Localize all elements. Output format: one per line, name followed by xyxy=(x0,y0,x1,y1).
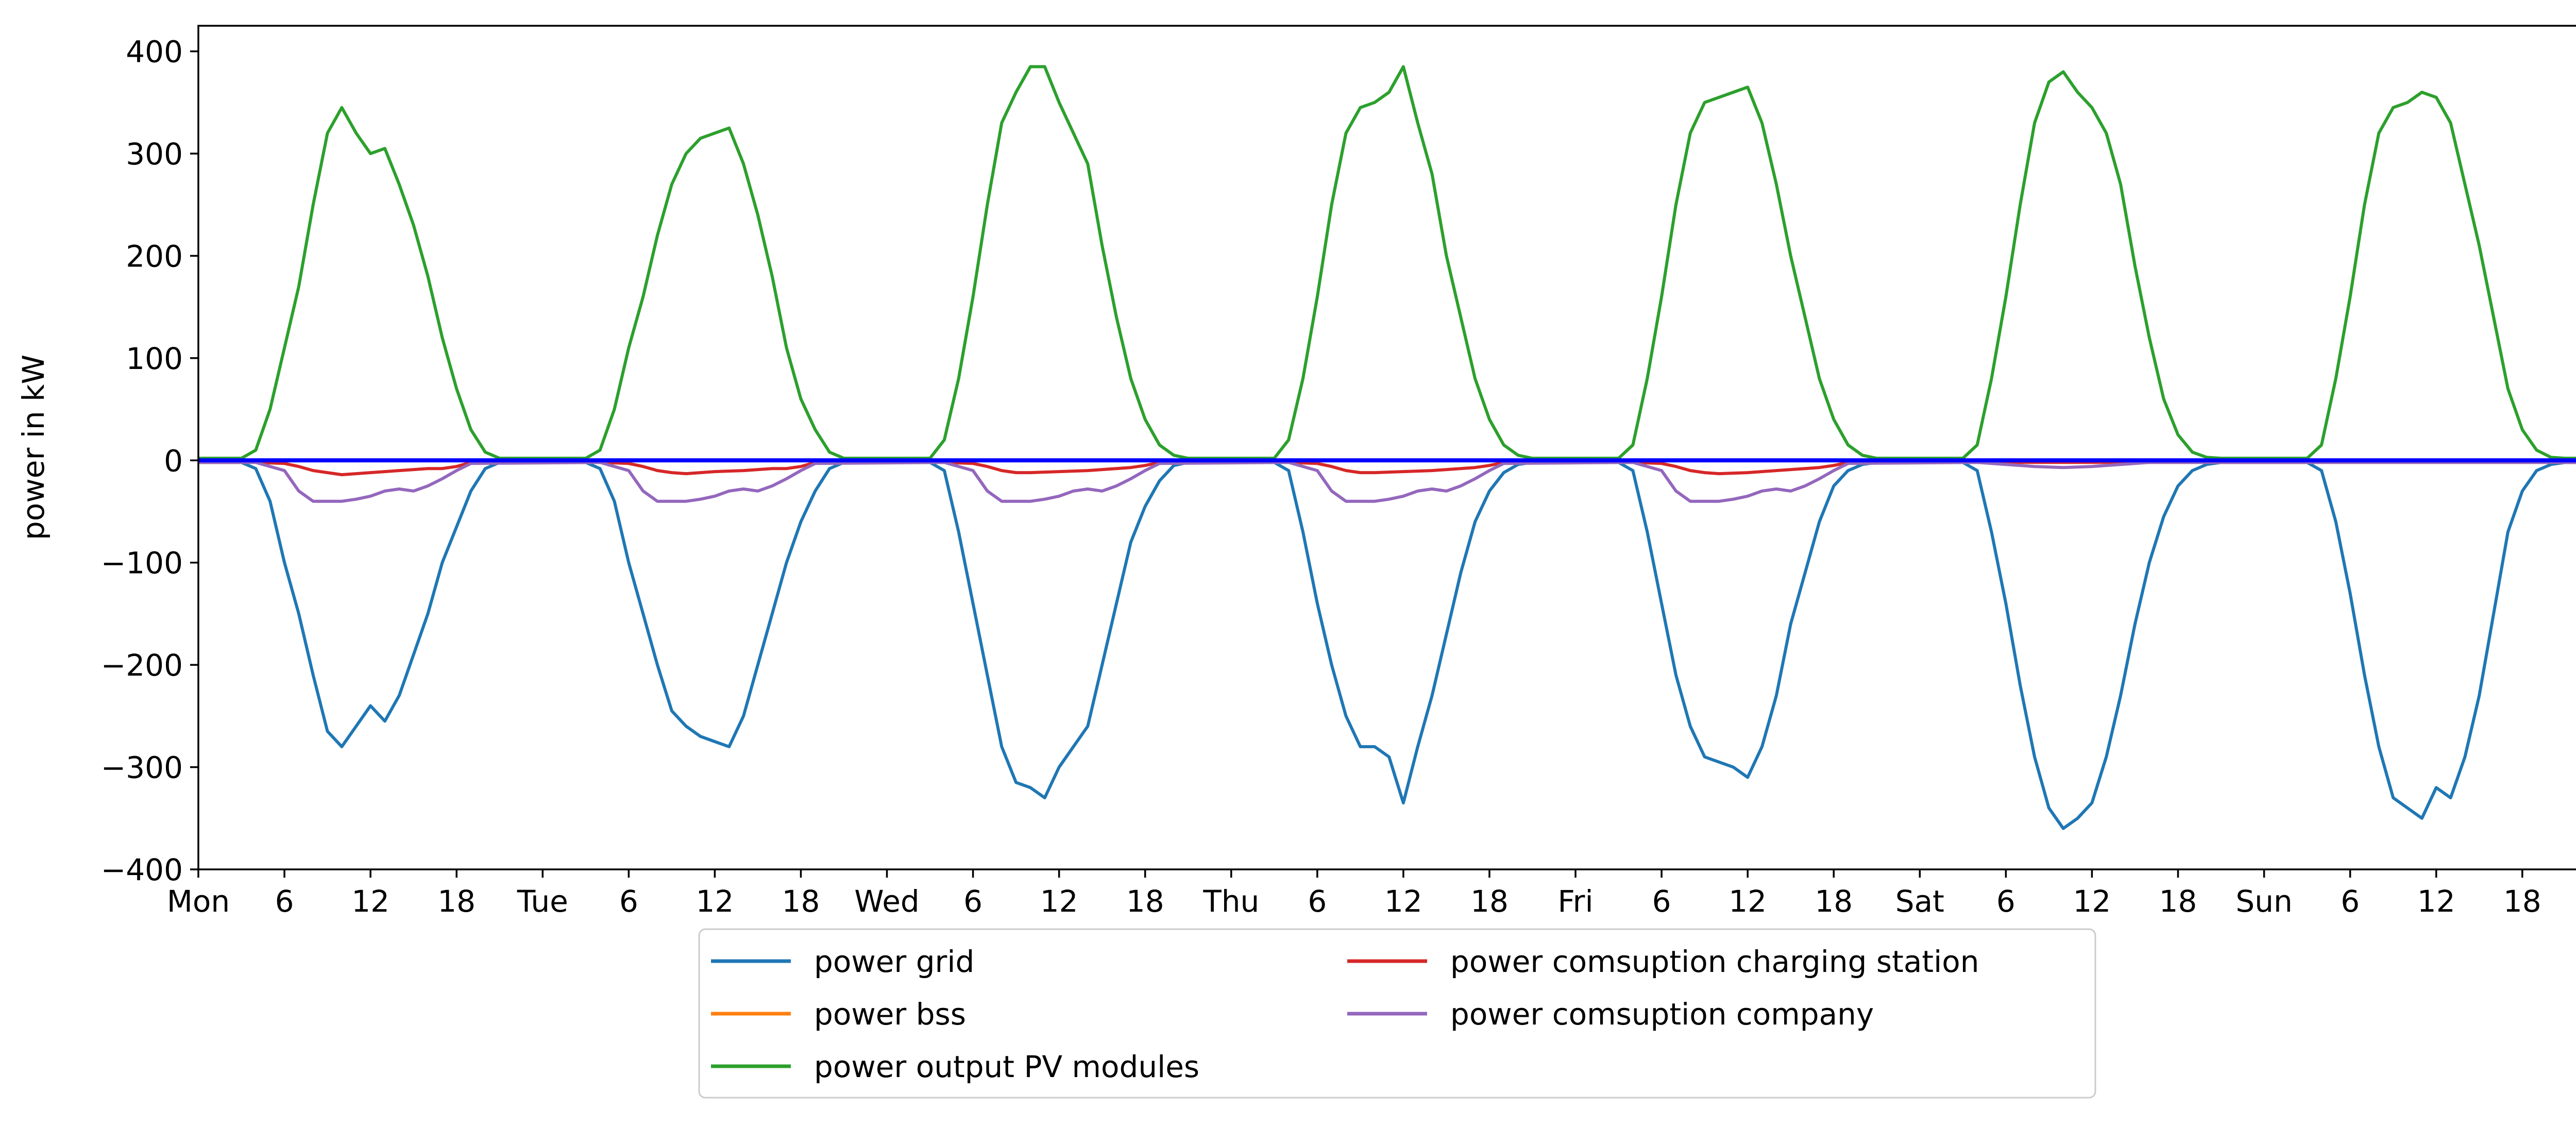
series-power-grid-line xyxy=(198,461,2576,830)
axes-frame xyxy=(197,25,2576,870)
x-tick-label: Sun xyxy=(2235,884,2292,919)
legend-item-company-consumption: power comsuption company xyxy=(1347,997,1874,1032)
x-tick-label: 18 xyxy=(782,884,820,919)
x-tick-label: 6 xyxy=(1308,884,1327,919)
x-tick-label: Wed xyxy=(854,884,919,919)
x-tick-label: 12 xyxy=(1728,884,1767,919)
x-tick-label: 12 xyxy=(351,884,389,919)
x-tick-label: Fri xyxy=(1557,884,1593,919)
y-tick-label: 100 xyxy=(126,341,183,376)
legend-item-pv-output: power output PV modules xyxy=(711,1049,1199,1084)
legend-label: power comsuption charging station xyxy=(1450,944,1979,979)
x-tick-label: 12 xyxy=(1384,884,1422,919)
x-tick-label: 18 xyxy=(1815,884,1853,919)
x-tick-label: 6 xyxy=(619,884,638,919)
legend-label: power grid xyxy=(814,944,974,979)
plot-series-layer xyxy=(198,65,2576,830)
series-charging-station-line xyxy=(198,461,2576,477)
x-tick-label: 18 xyxy=(1470,884,1509,919)
y-tick-label: −200 xyxy=(101,648,183,683)
x-tick-label: 12 xyxy=(1040,884,1078,919)
x-tick-label: 6 xyxy=(275,884,294,919)
y-axis-label: power in kW xyxy=(16,355,51,540)
x-tick-label: Sat xyxy=(1895,884,1944,919)
y-tick-label: 400 xyxy=(126,35,183,70)
y-tick-label: −100 xyxy=(101,546,183,581)
series-pv-output-line xyxy=(198,65,2576,460)
legend-label: power comsuption company xyxy=(1450,997,1874,1032)
x-tick-label: 18 xyxy=(2159,884,2197,919)
y-tick-label: −400 xyxy=(101,852,183,887)
legend: power grid power bss power output PV modul… xyxy=(698,928,2096,1099)
legend-label: power output PV modules xyxy=(814,1049,1199,1084)
series-company-consumption-line xyxy=(198,461,2576,503)
y-tick-label: −300 xyxy=(101,750,183,785)
y-tick-label: 200 xyxy=(126,239,183,274)
x-tick-label: Mon xyxy=(167,884,230,919)
x-axis-ticks: Mon 6 12 18 Tue 6 12 18 Wed 6 12 18 Thu 6 12 18 Fri 6 12 18… xyxy=(167,869,2541,919)
legend-label: power bss xyxy=(814,997,966,1032)
y-axis-ticks: −400 −300 −200 −100 0 100 200 300 400 xyxy=(101,35,198,887)
x-tick-label: Tue xyxy=(517,884,568,919)
x-tick-label: 18 xyxy=(2503,884,2541,919)
x-tick-label: 6 xyxy=(1652,884,1671,919)
x-tick-label: 6 xyxy=(2341,884,2360,919)
y-tick-label: 0 xyxy=(164,443,183,478)
x-tick-label: 6 xyxy=(963,884,982,919)
x-tick-label: 12 xyxy=(2417,884,2455,919)
y-tick-label: 300 xyxy=(126,137,183,172)
legend-item-power-bss: power bss xyxy=(711,997,966,1032)
legend-item-charging-station: power comsuption charging station xyxy=(1347,944,1979,979)
x-tick-label: Thu xyxy=(1202,884,1259,919)
x-tick-label: 12 xyxy=(696,884,734,919)
x-tick-label: 12 xyxy=(2073,884,2111,919)
x-tick-label: 6 xyxy=(1996,884,2015,919)
x-tick-label: 18 xyxy=(437,884,476,919)
legend-item-power-grid: power grid xyxy=(711,944,974,979)
x-tick-label: 18 xyxy=(1126,884,1164,919)
